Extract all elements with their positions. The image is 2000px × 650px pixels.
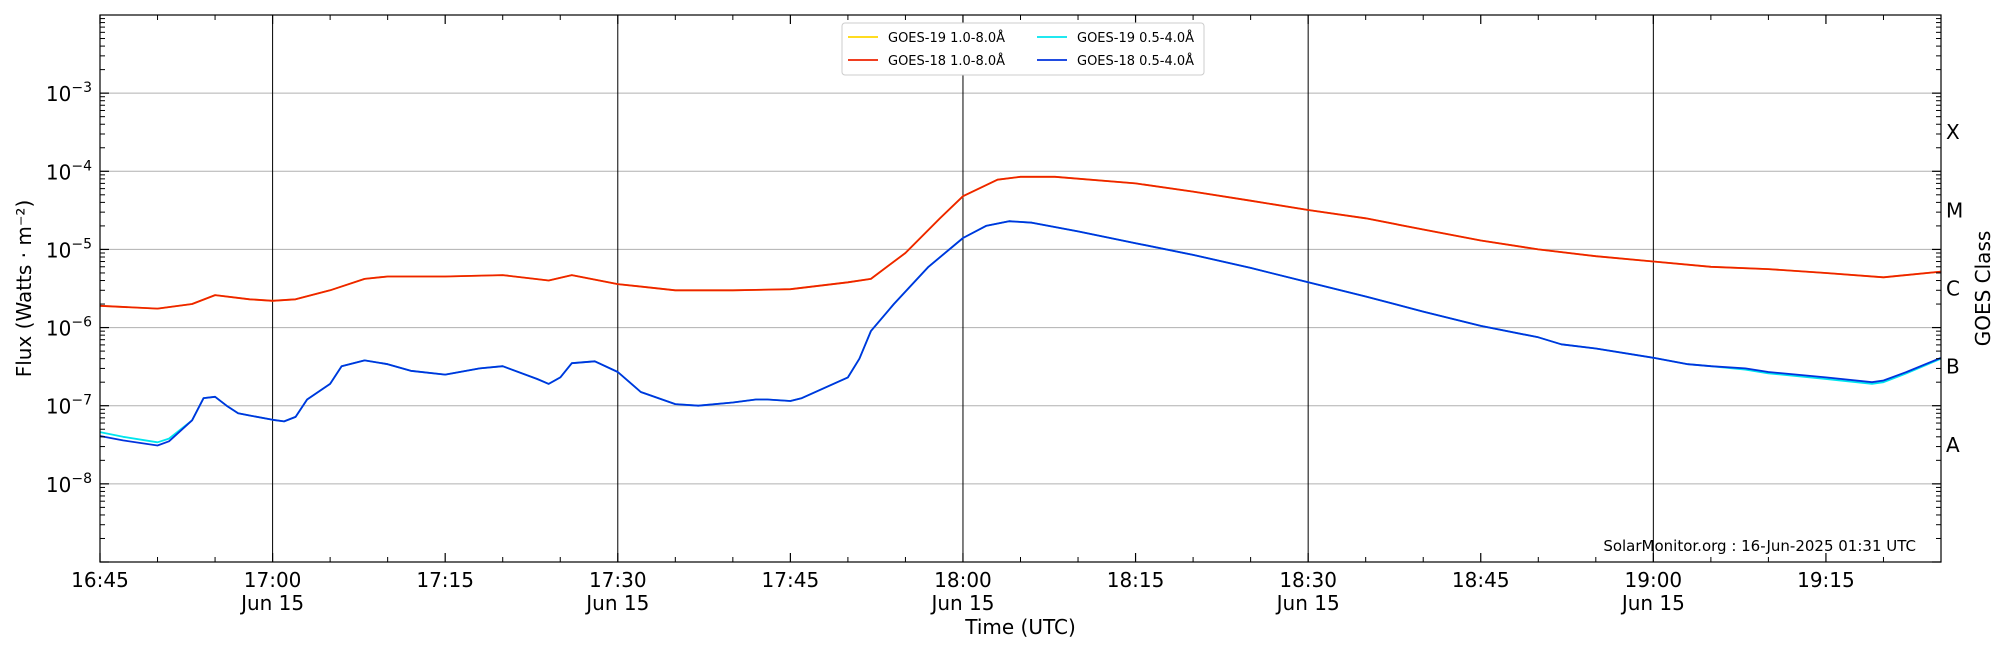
series-line-1 — [99, 175, 1942, 310]
y-tick-label: 10−5 — [46, 236, 92, 262]
legend-label: GOES-19 1.0-8.0Å — [888, 30, 1005, 46]
x-tick-date: Jun 15 — [929, 591, 994, 615]
x-tick-label: 19:15 — [1797, 568, 1855, 592]
x-tick-label: 16:45 — [71, 568, 129, 592]
legend: GOES-19 1.0-8.0Å GOES-18 1.0-8.0Å GOES-19 … — [841, 22, 1205, 76]
y-axis-title: Flux (Watts · m⁻²) — [12, 200, 36, 378]
plot-frame — [99, 14, 1942, 563]
y-tick-label: 10−6 — [46, 315, 92, 341]
y-tick-label: 10−8 — [46, 471, 92, 497]
series-line-3 — [99, 220, 1942, 444]
series-line-2 — [99, 175, 1942, 310]
x-tick-date: Jun 15 — [239, 591, 304, 615]
series-lines — [99, 175, 1942, 447]
x-tick-label: 17:30 — [589, 568, 647, 592]
goes-class-label: X — [1946, 120, 1960, 144]
x-tick-date: Jun 15 — [1620, 591, 1685, 615]
goes-class-label: M — [1946, 198, 1963, 222]
goes-class-label: C — [1946, 277, 1960, 301]
goes-class-label: A — [1946, 433, 1960, 457]
source-annotation: SolarMonitor.org : 16-Jun-2025 01:31 UTC — [1603, 537, 1916, 555]
x-tick-label: 17:00 — [244, 568, 302, 592]
x-tick-date: Jun 15 — [1275, 591, 1340, 615]
x-tick-label: 18:45 — [1452, 568, 1510, 592]
goes-class-label: B — [1946, 355, 1960, 379]
legend-box — [841, 22, 1205, 76]
legend-label: GOES-18 1.0-8.0Å — [888, 53, 1005, 69]
x-tick-label: 18:30 — [1279, 568, 1337, 592]
x-tick-label: 17:45 — [762, 568, 820, 592]
x-axis-title: Time (UTC) — [964, 615, 1076, 639]
axis-ticks — [99, 15, 1942, 563]
series-line-4 — [99, 220, 1942, 447]
y-tick-label: 10−7 — [46, 393, 92, 419]
x-tick-label: 17:15 — [416, 568, 474, 592]
y-tick-label: 10−4 — [46, 158, 92, 184]
grid-lines — [100, 15, 1941, 562]
x-tick-date: Jun 15 — [584, 591, 649, 615]
x-tick-label: 18:15 — [1107, 568, 1165, 592]
legend-label: GOES-19 0.5-4.0Å — [1077, 30, 1194, 46]
x-tick-label: 18:00 — [934, 568, 992, 592]
right-axis-title: GOES Class — [1971, 231, 1995, 347]
legend-label: GOES-18 0.5-4.0Å — [1077, 53, 1194, 69]
x-tick-label: 19:00 — [1625, 568, 1683, 592]
y-tick-label: 10−3 — [46, 80, 92, 106]
